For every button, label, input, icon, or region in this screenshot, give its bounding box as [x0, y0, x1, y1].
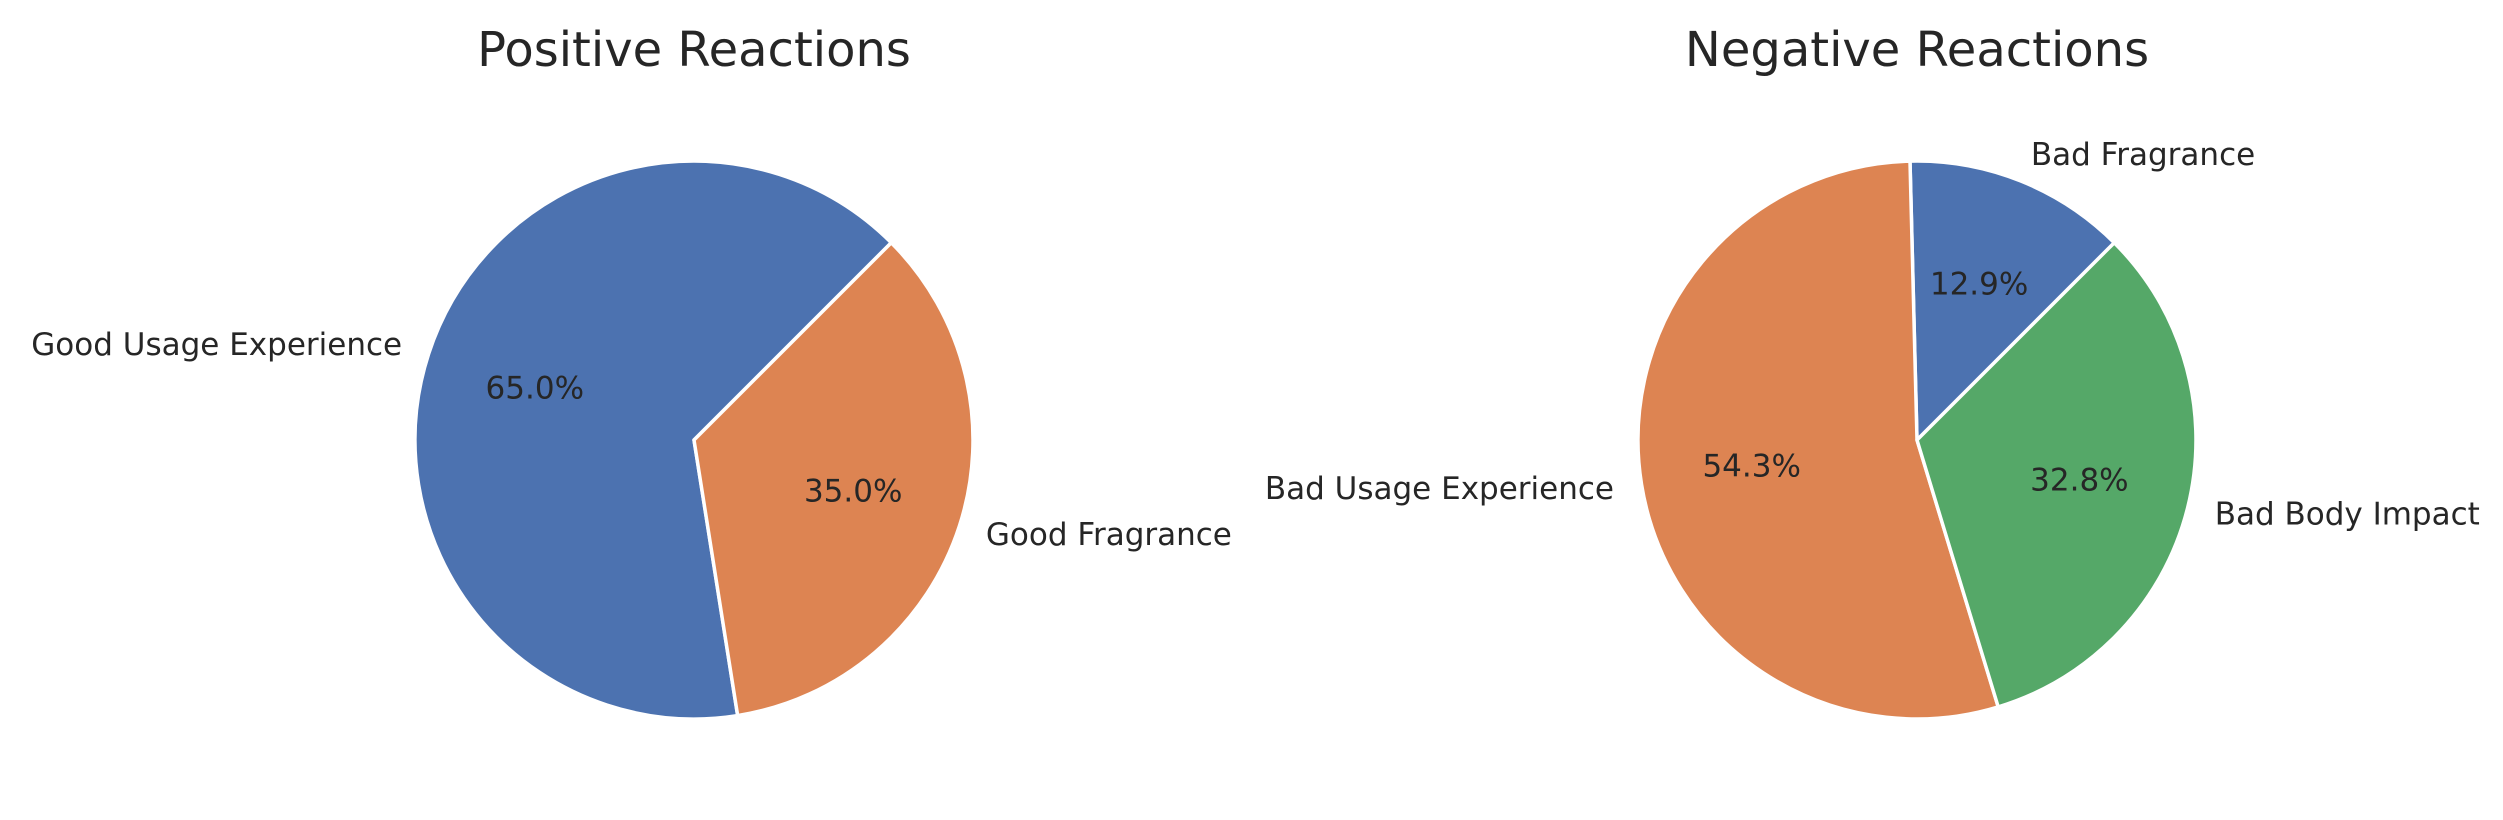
- pie-slice-good-usage-experience: [413, 159, 894, 721]
- positive-reactions-pie: 65.0% Good Usage Experience 35.0% Good Frag…: [31, 22, 1232, 721]
- pie-percent-label: 65.0%: [486, 370, 584, 406]
- pie-category-label: Bad Usage Experience: [1265, 471, 1614, 507]
- pie-percent-label: 35.0%: [804, 474, 902, 510]
- pie-category-label: Bad Body Impact: [2215, 497, 2480, 533]
- pie-category-label: Bad Fragrance: [2031, 137, 2255, 173]
- negative-reactions-pie: 12.9% Bad Fragrance 54.3% Bad Usage Experie…: [1265, 22, 2480, 721]
- pie-category-label: Good Usage Experience: [31, 327, 402, 363]
- chart-title-positive: Positive Reactions: [477, 22, 911, 78]
- pie-slice-good-fragrance: [692, 240, 975, 718]
- pie-slice-bad-usage-experience: [1636, 159, 2000, 721]
- pie-slice-bad-fragrance: [1908, 159, 2117, 442]
- chart-title-negative: Negative Reactions: [1685, 22, 2149, 78]
- pie-slice-bad-body-impact: [1915, 240, 2198, 709]
- pie-percent-label: 54.3%: [1702, 449, 1800, 485]
- pie-category-label: Good Fragrance: [986, 517, 1232, 553]
- pie-percent-label: 12.9%: [1930, 267, 2028, 303]
- pie-percent-label: 32.8%: [2030, 463, 2128, 499]
